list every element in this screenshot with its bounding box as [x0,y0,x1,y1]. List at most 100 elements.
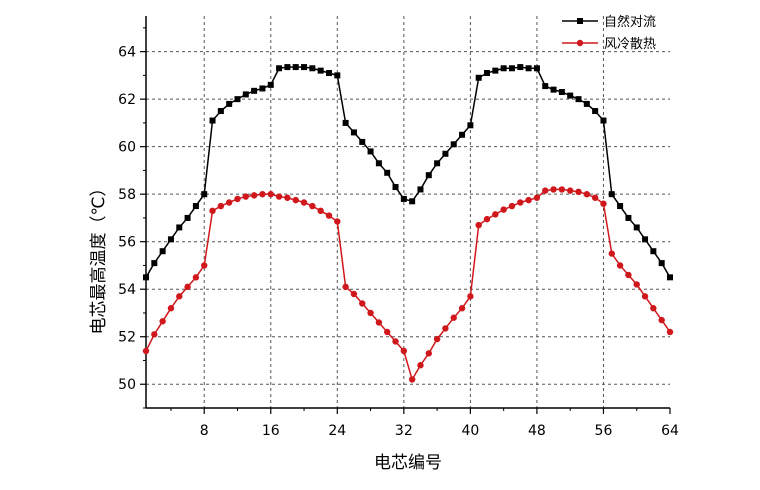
data-point [575,96,582,103]
data-point [625,271,632,279]
y-tick-label: 62 [118,92,136,108]
x-tick-label: 24 [328,423,346,439]
data-point [592,108,599,115]
data-point [658,316,665,324]
data-point [225,199,233,206]
data-point [250,192,258,199]
data-point [642,236,649,243]
data-point [176,293,183,300]
data-point [159,318,166,325]
data-point [384,328,391,336]
axes: 8 16 24 32 40 48 56 64 50 52 54 56 58 60 62 64 [118,16,679,439]
data-point [467,122,474,129]
data-point [542,187,549,194]
data-point [234,195,241,203]
data-point [167,236,174,243]
data-point [625,214,632,221]
data-point [234,96,241,103]
data-point [442,325,449,332]
legend-label-1: 自然对流 [604,14,656,30]
data-point [492,211,499,218]
data-point [533,194,541,201]
data-point [409,198,416,205]
data-point [201,191,208,198]
data-point [325,70,332,77]
data-point [192,203,199,210]
y-tick-label: 60 [118,140,136,156]
data-point [650,248,657,255]
data-point [275,193,283,200]
data-point [367,309,374,317]
data-point [392,184,399,191]
data-point [575,188,582,196]
data-point [591,194,599,201]
data-point [292,196,299,204]
data-point [184,283,191,291]
x-axis-title: 电芯编号 [374,453,442,473]
data-point [384,169,391,176]
data-point [417,186,424,193]
data-point [633,281,640,288]
x-tick-label: 48 [528,423,546,439]
data-point [508,202,516,210]
data-point [558,186,566,193]
series-line-2 [145,188,671,382]
x-tick-label: 8 [200,423,209,439]
data-point [417,362,424,369]
data-point [359,138,366,145]
grid [146,16,670,408]
data-point [317,67,324,74]
data-point [151,260,158,267]
data-point [301,64,308,71]
data-point [375,319,383,326]
data-point [251,87,258,94]
data-point [425,350,432,357]
data-point [309,202,316,210]
data-point [359,300,366,307]
series-line-1 [145,66,671,278]
data-point [483,215,491,223]
data-point [300,199,308,206]
data-point [550,186,557,193]
data-point [325,212,333,219]
data-point [484,70,491,77]
data-point [292,64,299,71]
data-point [558,89,565,96]
data-point [450,141,457,148]
data-point [408,376,416,383]
data-point [159,248,166,255]
data-point [284,194,291,201]
data-point [334,72,341,79]
data-point [176,224,183,231]
data-point [276,65,283,72]
data-point [583,190,591,198]
data-point [143,274,149,281]
data-point [151,331,158,338]
data-point [525,65,532,72]
data-point [458,305,466,312]
data-point [242,193,250,200]
data-point [475,74,482,81]
data-point [667,274,673,281]
data-point [492,67,499,74]
data-point [400,195,407,202]
data-point [267,81,274,88]
data-point [217,108,224,115]
data-point [242,91,249,98]
data-point [566,187,574,194]
data-point [641,293,649,300]
y-tick-label: 50 [118,377,136,393]
data-point [442,150,449,157]
data-point [342,283,349,291]
data-point [167,305,175,312]
data-point [500,65,507,72]
data-point [334,218,341,225]
data-point [192,274,200,281]
legend-marker-2 [576,39,584,47]
data-point [259,190,266,198]
data-point [467,293,474,300]
x-tick-label: 16 [262,423,280,439]
data-point [375,160,382,167]
